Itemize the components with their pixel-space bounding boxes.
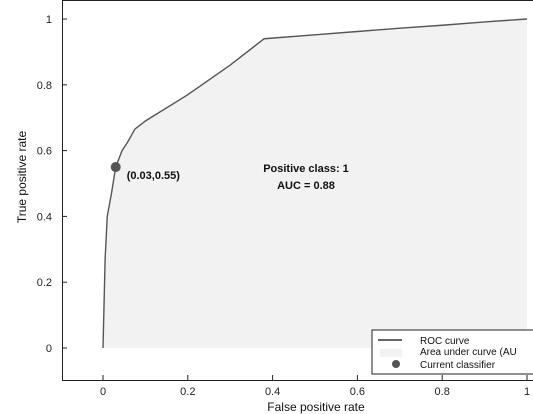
x-tick-label: 0.4 [265,386,280,398]
y-tick-label: 0.6 [37,146,52,158]
x-axis-title: False positive rate [267,400,365,414]
y-tick-label: 0 [46,343,52,355]
y-axis-title: True positive rate [15,131,29,224]
x-tick-label: 0.2 [180,386,195,398]
y-tick-label: 0.4 [37,211,52,223]
y-tick-label: 1 [46,14,52,26]
x-tick-label: 1 [524,386,530,398]
legend-area-swatch [380,349,402,357]
roc-curve-line [102,18,528,349]
tick-labels: 0 0.2 0.4 0.6 0.8 1 0 0.2 0.4 0.6 0.8 1 [37,14,530,398]
auc-annotation: AUC = 0.88 [277,180,335,192]
x-tick-label: 0.6 [350,386,365,398]
legend-label-area: Area under curve (AU [420,347,517,358]
y-tick-label: 0.8 [37,80,52,92]
x-tick-label: 0.8 [435,386,450,398]
legend-label-classifier: Current classifier [420,360,496,371]
y-tick-label: 0.2 [37,277,52,289]
legend: ROC curve Area under curve (AU Current c… [371,329,533,375]
x-tick-label: 0 [100,386,106,398]
positive-class-annotation: Positive class: 1 [263,163,349,175]
legend-label-roc: ROC curve [420,336,470,347]
area-under-curve [103,19,527,348]
legend-marker-swatch [392,360,400,368]
current-classifier-label: (0.03,0.55) [127,170,181,182]
current-classifier-marker [110,162,121,173]
axes [62,0,533,381]
